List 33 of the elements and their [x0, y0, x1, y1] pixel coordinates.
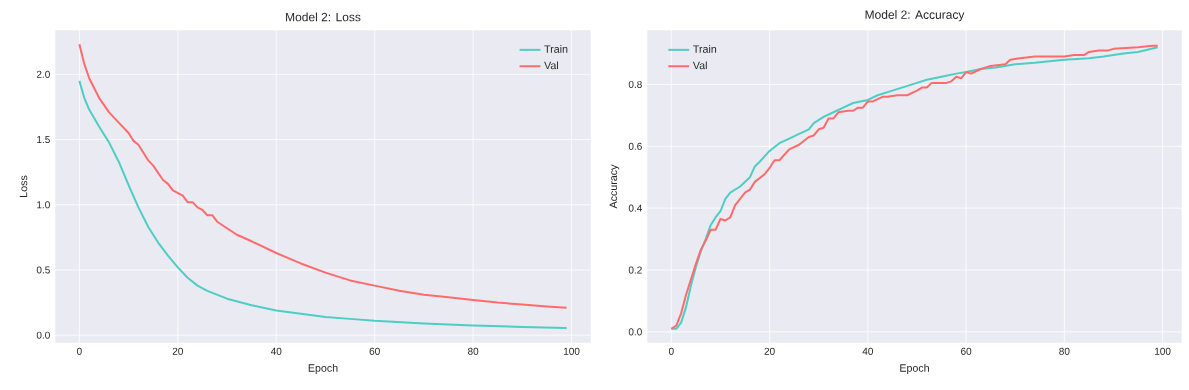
x-tick-label: 100: [1155, 347, 1171, 355]
legend-label: Train: [693, 44, 717, 53]
legend-label: Val: [544, 61, 558, 70]
y-tick-label: 1.5: [37, 136, 50, 144]
chart-title: Model 2: Loss: [286, 12, 361, 22]
y-axis-title: Loss: [19, 175, 28, 197]
y-tick-label: 0.6: [628, 142, 642, 150]
y-tick-label: 1.0: [37, 201, 50, 209]
y-tick-label: 0.0: [36, 331, 50, 339]
y-tick-label: 0.2: [628, 266, 642, 274]
y-tick-label: 0.5: [36, 266, 50, 274]
y-tick-label: 0.8: [628, 80, 642, 88]
x-tick-label: 80: [1059, 347, 1070, 355]
legend-label: Val: [692, 61, 707, 70]
chart-title: Model 2: Accuracy: [865, 10, 965, 22]
x-tick-label: 60: [961, 347, 972, 355]
x-axis-title: Epoch: [308, 363, 338, 374]
y-tick-label: 2.0: [36, 70, 50, 78]
x-axis-title: Epoch: [900, 363, 929, 374]
x-tick-label: 20: [172, 347, 183, 355]
x-tick-label: 40: [862, 347, 873, 355]
x-tick-label: 60: [369, 347, 380, 355]
legend-label: Train: [544, 44, 568, 53]
x-tick-label: 0: [668, 347, 674, 355]
y-axis-title: Accuracy: [609, 164, 620, 209]
line-series: [78, 43, 568, 309]
x-tick-label: 80: [468, 347, 479, 355]
x-tick-label: 0: [76, 347, 82, 355]
x-tick-label: 40: [270, 347, 282, 355]
x-tick-label: 20: [764, 347, 775, 355]
y-tick-label: 0.4: [628, 204, 642, 212]
x-tick-label: 100: [563, 347, 580, 355]
y-tick-label: 0.0: [628, 328, 642, 336]
